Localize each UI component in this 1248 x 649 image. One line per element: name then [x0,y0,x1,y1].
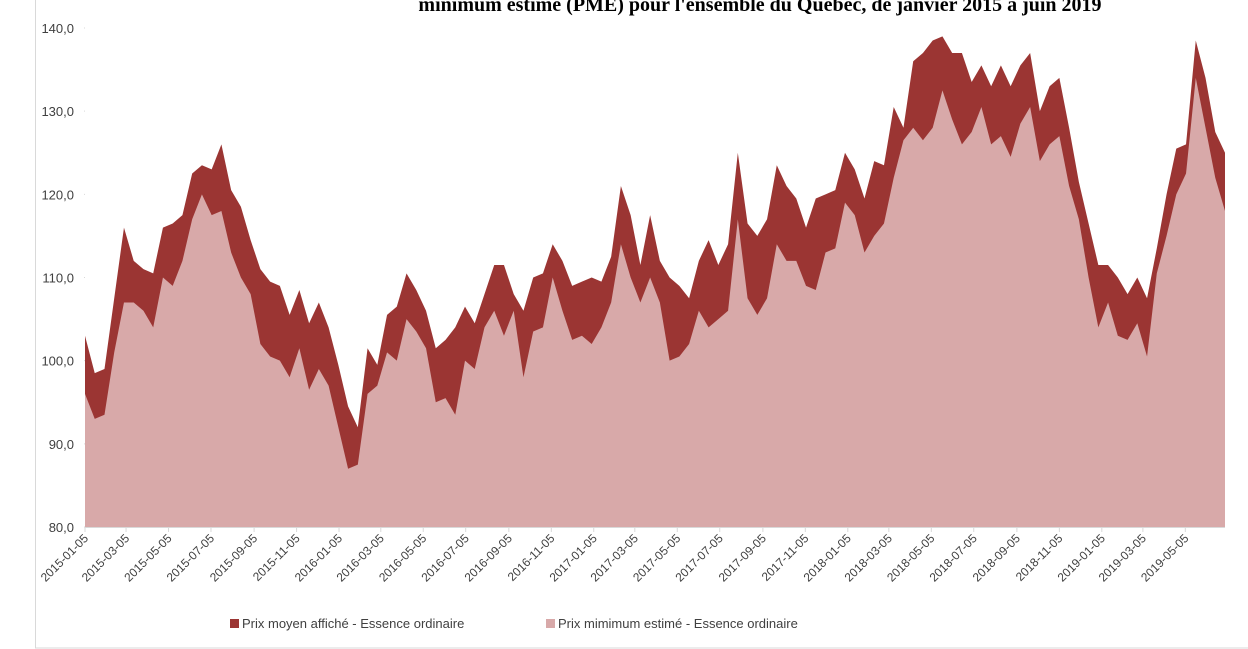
y-tick-label: 80,0 [49,520,74,535]
y-tick-label: 110,0 [42,271,74,286]
legend-swatch [546,619,555,628]
chart-title: minimum estimé (PME) pour l'ensemble du … [418,0,1101,16]
y-tick-label: 130,0 [41,104,74,119]
y-tick-label: 140,0 [41,21,74,36]
y-tick-label: 120,0 [41,187,74,202]
legend-label: Prix moyen affiché - Essence ordinaire [242,616,464,631]
y-tick-label: 90,0 [49,437,74,452]
legend-label: Prix mimimum estimé - Essence ordinaire [558,616,798,631]
y-tick-label: 100,0 [41,354,74,369]
chart-border [35,0,1248,649]
area-series [85,77,1225,528]
legend-swatch [230,619,239,628]
